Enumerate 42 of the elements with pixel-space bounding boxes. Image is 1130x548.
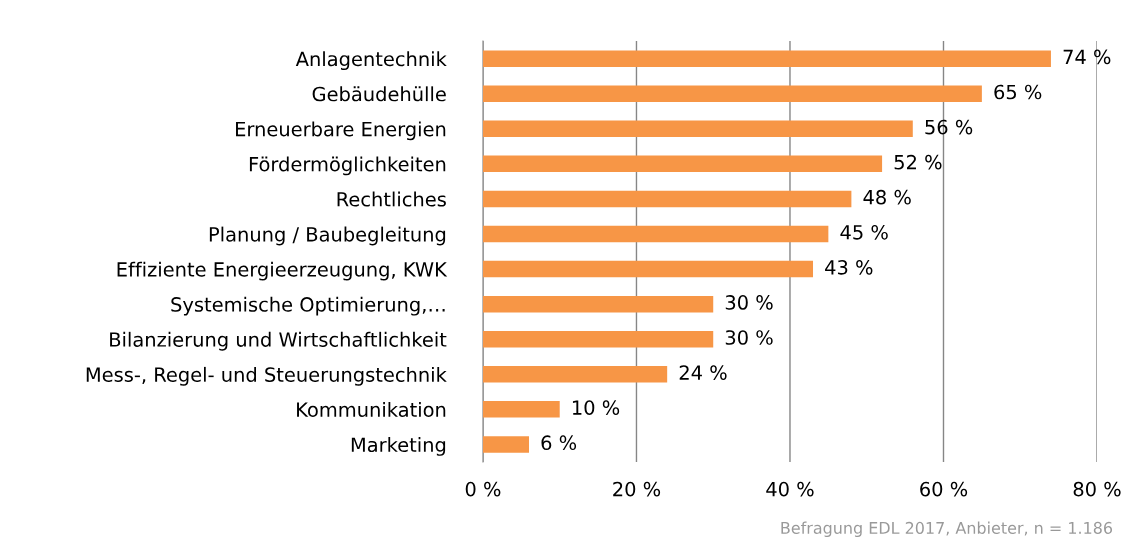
data-label: 52 % [894,154,942,170]
data-label: 74 % [1063,49,1111,65]
y-tick-label: Planung / Baubegleitung [209,226,446,246]
bar [482,260,814,278]
data-label: 45 % [840,224,888,240]
y-tick-label: Mess-, Regel- und Steuerungstechnik [86,366,447,386]
data-label: 65 % [994,84,1042,100]
data-label: 30 % [725,330,773,345]
x-tick-label: 0 % [465,481,501,497]
bar [482,436,530,453]
x-tick-label: 20 % [613,481,661,497]
y-tick-label: Marketing [351,437,446,456]
y-tick-label: Bilanzierung und Wirtschaftlichkeit [110,331,447,351]
data-label: 10 % [572,400,620,415]
data-label: 6 % [541,435,577,451]
bar [482,366,668,383]
bar [482,401,560,418]
y-tick-label: Systemische Optimierung,… [171,296,445,316]
y-tick-label: Gebäudehülle [312,86,446,102]
data-label: 48 % [863,189,911,205]
y-tick-label: Erneuerbare Energien [236,121,446,141]
bar [482,85,982,102]
x-tick-label: 80 % [1073,481,1121,497]
data-label: 43 % [825,260,873,275]
x-tick-label: 60 % [920,481,968,497]
bar [482,190,852,208]
bar [482,120,913,138]
y-tick-label: Effiziente Energieerzeugung, KWK [117,261,448,281]
data-label: 56 % [925,119,973,135]
text: Befragung EDL 2017, Anbieter, n = 1.186 [781,521,1113,538]
data-label: 30 % [725,295,773,310]
bar [482,50,1051,67]
y-tick-label: Rechtliches [337,191,446,207]
y-tick-label: Anlagentechnik [295,51,447,71]
bar [482,225,829,243]
bar [482,155,883,173]
x-tick-label: 40 % [766,481,814,497]
bar [482,330,714,348]
y-tick-label: Kommunikation [297,401,446,418]
bar [482,295,714,313]
y-tick-label: Fördermöglichkeiten [249,156,446,176]
data-label: 24 % [679,365,727,380]
